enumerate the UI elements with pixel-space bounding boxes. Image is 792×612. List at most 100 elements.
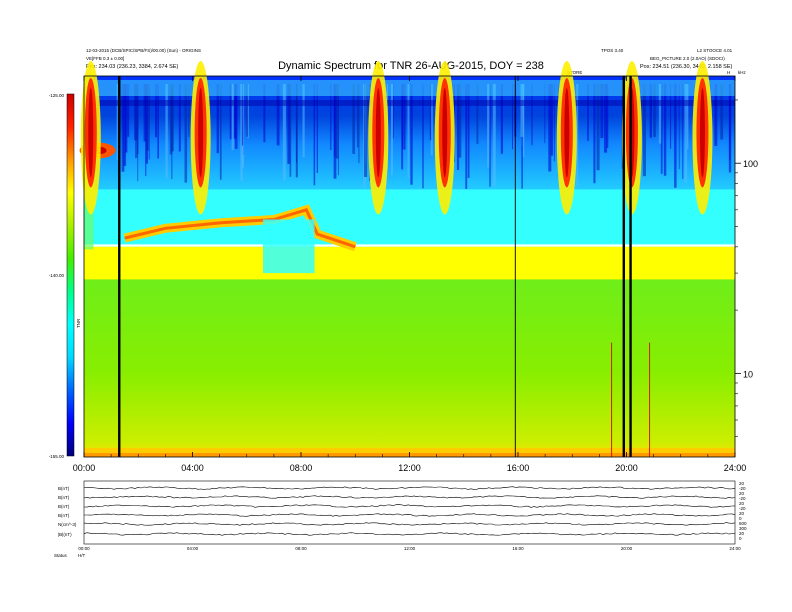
hf-streak [137,84,139,155]
colorbar-tick-mid: -140.00 [49,273,65,278]
hf-streak [687,84,689,150]
x-tick-label: 04:00 [181,463,204,473]
hf-streak [596,84,600,171]
colorbar-tick-bottom: -155.00 [49,454,65,459]
type-iii-burst-core [699,88,705,178]
hf-streak [295,84,298,178]
panel-right-tick: 20 [739,531,745,536]
panel-x-tick: 12:00 [404,546,416,551]
panel-right-tick: -20 [739,496,746,501]
hf-streak [670,84,672,149]
hf-streak [604,84,608,153]
top-marker-store: STORE [567,70,582,75]
panel-right-tick: 0 [739,516,742,521]
hf-streak [678,84,680,170]
hf-streak [178,84,181,152]
hf-streak [146,84,149,151]
hf-streak [335,84,339,159]
panel-x-tick: 08:00 [295,546,307,551]
hf-streak [316,84,318,173]
cyan-dip [263,219,315,274]
header-left-line-3: Pos: 234.03 (236.23, 3384, 2.674 SE) [86,64,179,70]
hf-streak [229,84,232,140]
vertical-event-lines [118,76,651,457]
bottom-panel-frame [83,480,736,545]
hf-streak [148,84,150,160]
x-tick-label: 20:00 [615,463,638,473]
hf-streak [429,84,432,141]
type-iii-burst-core [375,88,381,178]
hf-streak [392,84,394,139]
top-marker-h: H [727,70,730,75]
y-tick-label: 10 [743,369,753,379]
hf-streak [476,84,479,144]
hf-streak [357,84,359,148]
hf-streak [403,84,406,150]
hf-streak [169,84,173,155]
header-right-line-4: Pos: 234.51 (236.30, 3449, 2.158 SE) [640,64,733,70]
panel-right-tick: 20 [739,491,745,496]
hf-streak [544,84,546,144]
panel-right-tick: 20 [739,501,745,506]
hf-streak [330,84,332,150]
panel-label: |B|(nT) [58,532,72,537]
hf-streak [125,84,128,153]
panel-x-tick: 16:00 [512,546,524,551]
chart-title: Dynamic Spectrum for TNR 26-AUG-2015, DO… [278,60,544,72]
hf-streak [729,84,731,160]
x-tick-label: 00:00 [73,463,96,473]
hf-streak [600,84,604,139]
hf-streak [660,84,663,174]
panel-label: B(nT) [58,486,70,491]
hf-streak [184,84,188,183]
hf-streak [548,84,552,172]
hf-streak [576,84,579,186]
hf-streak [121,84,125,172]
y-axis-label: kHz [738,70,746,75]
hf-streak [714,84,718,146]
panel-label: B(nT) [58,513,70,518]
hf-streak [410,84,413,185]
hf-streak [165,84,168,179]
hf-streak [263,84,266,143]
hf-streak [407,84,410,179]
hf-streak [550,84,554,156]
x-tick-label: 08:00 [290,463,313,473]
hf-streak [234,84,238,149]
y-tick-label: 100 [743,159,758,169]
hf-streak [531,84,533,146]
panel-right-tick: 500 [739,521,747,526]
hf-streak [231,84,234,151]
panel-label: B(nT) [58,495,70,500]
hf-streak [520,84,524,137]
header-right-line-1: TPOS 3.40 [601,48,624,53]
hf-streak [587,84,589,141]
hf-streak [492,84,496,187]
y-axis-right: 100 10 [735,99,758,437]
hf-streak [302,84,305,158]
panel-x-tick: 24:00 [729,546,741,551]
hf-streak [352,84,355,154]
panel-right-tick: 0 [739,536,742,541]
footer-label: Status [54,553,68,558]
hf-streak [458,84,462,158]
hf-streak [512,84,513,150]
hf-streak [287,84,291,164]
hf-streak [390,84,393,176]
hf-streak [171,84,173,180]
hf-streak [720,84,724,140]
panel-right-tick: 20 [739,511,745,516]
header-left-line-2: VE[FFB 0.3 ± 0.00] [86,56,124,61]
spectrogram [79,61,735,457]
hf-streak [593,84,596,184]
panel-label: N(cm^-3) [58,522,77,527]
hf-streak [430,84,433,156]
hf-streak [456,84,460,170]
panel-trace [83,495,736,499]
hf-streak [246,84,249,137]
hf-streak [219,84,222,180]
panel-trace [83,532,736,536]
hf-streak [465,84,468,189]
hf-streak [606,84,609,148]
